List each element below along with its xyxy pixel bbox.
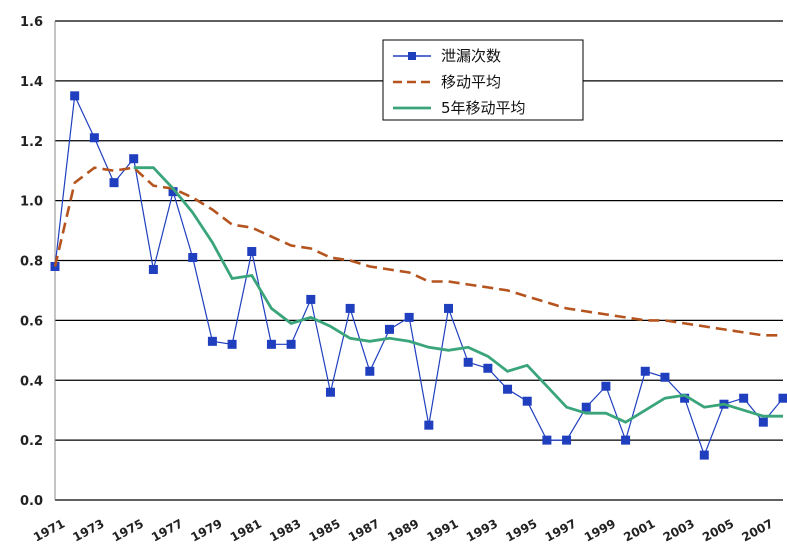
x-tick-label: 1995 bbox=[503, 516, 539, 544]
data-point-marker bbox=[522, 396, 532, 406]
series-2 bbox=[53, 166, 783, 337]
series-group bbox=[50, 91, 787, 460]
legend-item: 5年移动平均 bbox=[393, 99, 526, 117]
data-point-marker bbox=[345, 303, 355, 313]
legend-label: 泄漏次数 bbox=[441, 47, 501, 65]
data-point-marker bbox=[70, 91, 80, 101]
data-point-marker bbox=[699, 450, 709, 460]
data-point-marker bbox=[660, 372, 670, 382]
data-point-marker bbox=[109, 178, 119, 188]
series-line bbox=[133, 166, 783, 424]
data-point-marker bbox=[168, 187, 178, 197]
legend-item: 泄漏次数 bbox=[393, 47, 501, 65]
x-tick-label: 1989 bbox=[385, 516, 421, 544]
data-point-marker bbox=[463, 357, 473, 367]
x-tick-label: 2001 bbox=[621, 516, 657, 544]
data-point-marker bbox=[365, 366, 375, 376]
legend-marker bbox=[408, 52, 416, 60]
series-line bbox=[54, 93, 784, 457]
data-point-marker bbox=[758, 417, 768, 427]
data-point-marker bbox=[247, 247, 257, 257]
data-point-marker bbox=[444, 303, 454, 313]
data-point-marker bbox=[640, 366, 650, 376]
x-tick-label: 1983 bbox=[267, 516, 303, 544]
y-tick-label: 1.4 bbox=[20, 75, 43, 90]
data-point-marker bbox=[89, 133, 99, 143]
data-point-marker bbox=[266, 339, 276, 349]
y-tick-label: 0.0 bbox=[20, 494, 43, 509]
data-point-marker bbox=[601, 381, 611, 391]
data-point-marker bbox=[306, 294, 316, 304]
x-tick-label: 1979 bbox=[188, 516, 224, 544]
data-point-marker bbox=[581, 402, 591, 412]
data-point-marker bbox=[384, 324, 394, 334]
data-point-marker bbox=[207, 336, 217, 346]
x-tick-label: 1971 bbox=[31, 516, 67, 544]
data-point-marker bbox=[129, 154, 139, 164]
x-tick-label: 1975 bbox=[110, 516, 146, 544]
x-tick-label: 1997 bbox=[543, 516, 579, 544]
data-point-marker bbox=[188, 253, 198, 263]
x-tick-label: 1985 bbox=[307, 516, 343, 544]
y-tick-label: 1.6 bbox=[20, 15, 43, 30]
data-point-marker bbox=[778, 393, 787, 403]
data-point-marker bbox=[739, 393, 749, 403]
data-point-marker bbox=[483, 363, 493, 373]
data-point-marker bbox=[286, 339, 296, 349]
data-point-marker bbox=[680, 393, 690, 403]
data-point-marker bbox=[325, 387, 335, 397]
series-1 bbox=[50, 91, 787, 460]
data-point-marker bbox=[542, 435, 552, 445]
y-tick-label: 0.8 bbox=[20, 255, 43, 270]
x-tick-label: 2007 bbox=[739, 516, 775, 544]
legend-label: 移动平均 bbox=[441, 73, 501, 91]
y-tick-label: 0.2 bbox=[20, 434, 43, 449]
data-point-marker bbox=[148, 264, 158, 274]
x-tick-label: 2005 bbox=[700, 516, 736, 544]
legend-label: 5年移动平均 bbox=[441, 99, 526, 117]
y-tick-label: 0.6 bbox=[20, 314, 43, 329]
x-tick-label: 1973 bbox=[70, 516, 106, 544]
x-tick-label: 1987 bbox=[346, 516, 382, 544]
data-point-marker bbox=[562, 435, 572, 445]
data-point-marker bbox=[621, 435, 631, 445]
y-tick-label: 1.2 bbox=[20, 135, 43, 150]
x-tick-label: 1977 bbox=[149, 516, 185, 544]
data-point-marker bbox=[404, 312, 414, 322]
x-tick-label: 1999 bbox=[582, 516, 618, 544]
data-point-marker bbox=[227, 339, 237, 349]
y-tick-label: 0.4 bbox=[20, 374, 43, 389]
x-tick-label: 2003 bbox=[661, 516, 697, 544]
x-tick-label: 1981 bbox=[228, 516, 264, 544]
x-tick-label: 1991 bbox=[425, 516, 461, 544]
series-line bbox=[53, 166, 783, 337]
series-3 bbox=[133, 166, 783, 424]
x-tick-label: 1993 bbox=[464, 516, 500, 544]
legend-item: 移动平均 bbox=[393, 73, 501, 91]
data-point-marker bbox=[424, 420, 434, 430]
y-tick-label: 1.0 bbox=[20, 195, 43, 210]
data-point-marker bbox=[503, 384, 513, 394]
